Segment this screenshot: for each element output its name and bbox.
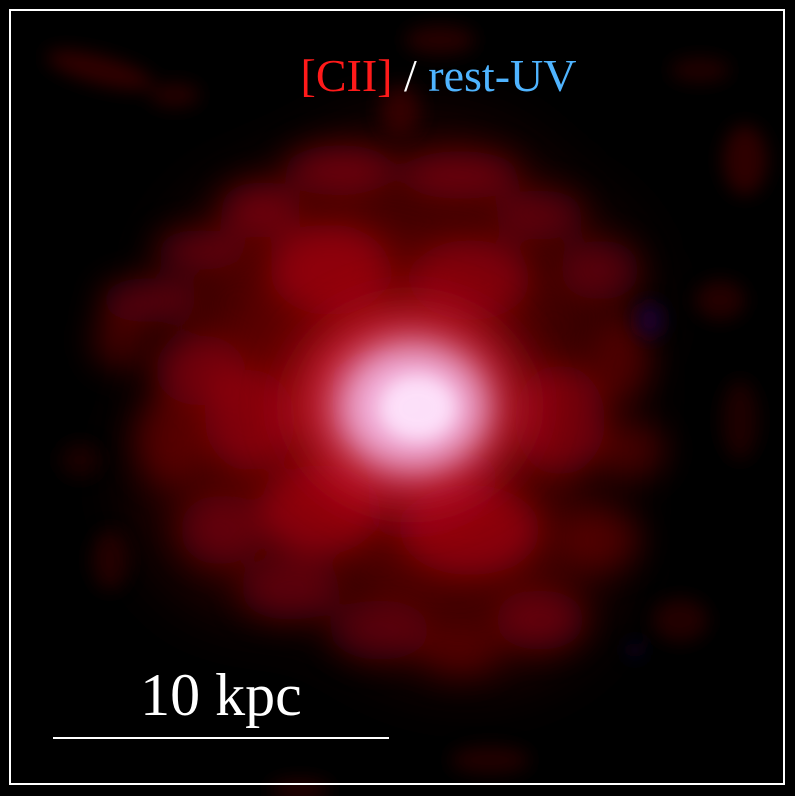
title-separator: /	[392, 50, 429, 101]
scale-bar	[53, 737, 389, 739]
title-cii: [CII]	[300, 50, 393, 101]
outer-wisps	[46, 26, 767, 796]
title-rest-uv: rest-UV	[428, 50, 577, 101]
scale-bar-label: 10 kpc	[140, 662, 302, 728]
panel-title: [CII] / rest-UV	[0, 48, 795, 104]
core-emission	[260, 275, 560, 535]
